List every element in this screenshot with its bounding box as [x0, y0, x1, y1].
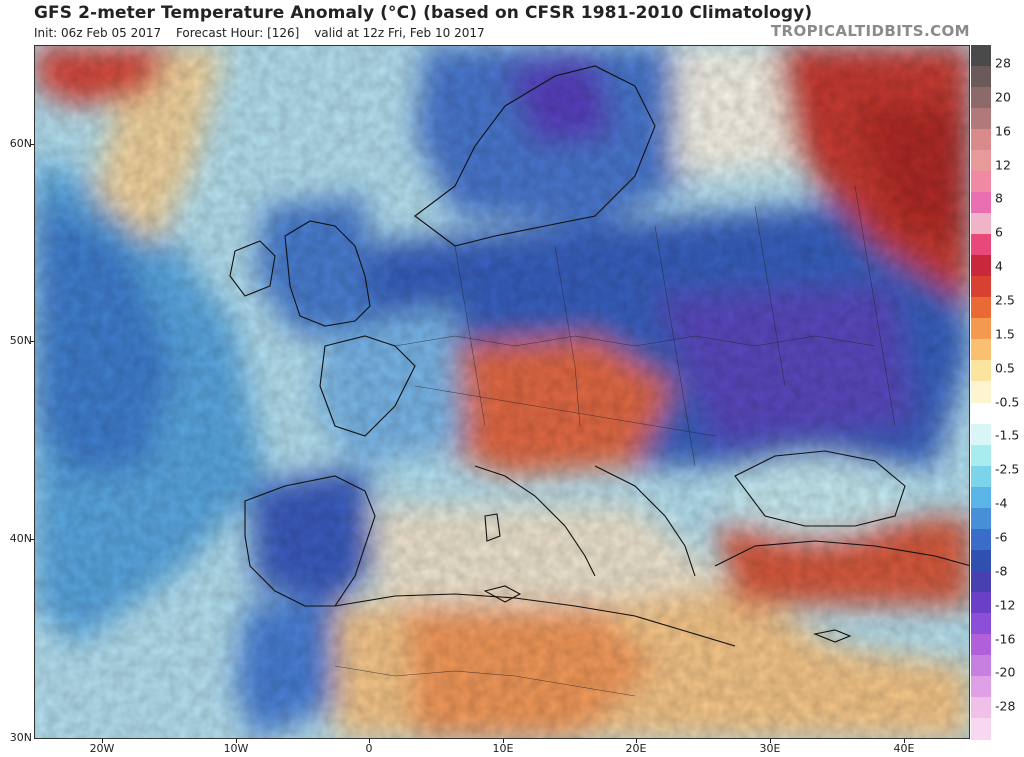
lon-label-30e: 30E: [759, 742, 781, 755]
temperature-anomaly-map: [34, 45, 970, 739]
colorbar-segment: [971, 45, 991, 67]
lat-tick-60n: [30, 144, 34, 145]
lon-label-10w: 10W: [223, 742, 249, 755]
chart-title: GFS 2-meter Temperature Anomaly (°C) (ba…: [34, 3, 813, 23]
colorbar-label: -4: [995, 495, 1008, 511]
colorbar-segment: [971, 696, 991, 719]
lat-label-50n: 50N: [9, 334, 32, 347]
lon-tick-20w: [102, 739, 103, 743]
colorbar-segment: [971, 129, 991, 151]
colorbar-label: -8: [995, 563, 1008, 579]
colorbar-segment: [971, 108, 991, 130]
lon-label-0: 0: [365, 742, 373, 755]
colorbar-segment: [971, 360, 991, 383]
colorbar-segment: [971, 255, 991, 277]
colorbar: [971, 45, 991, 740]
colorbar-segment: [971, 318, 991, 341]
colorbar-label: 16: [995, 123, 1011, 139]
colorbar-segment: [971, 150, 991, 172]
lat-label-30n: 30N: [9, 731, 32, 744]
colorbar-segment: [971, 423, 991, 446]
colorbar-segment: [971, 381, 991, 404]
colorbar-label: 8: [995, 190, 1003, 206]
colorbar-segment: [971, 297, 991, 319]
lon-tick-40e: [904, 739, 905, 743]
colorbar-label: 0.5: [995, 360, 1015, 376]
colorbar-segment: [971, 213, 991, 235]
lat-label-40n: 40N: [9, 532, 32, 545]
colorbar-label: -6: [995, 529, 1008, 545]
colorbar-segment: [971, 276, 991, 298]
colorbar-segment: [971, 486, 991, 509]
map-graphic: [35, 46, 969, 738]
lon-label-10e: 10E: [492, 742, 514, 755]
lon-tick-10e: [503, 739, 504, 743]
colorbar-segment: [971, 402, 991, 425]
colorbar-segment: [971, 171, 991, 193]
lon-tick-0: [369, 739, 370, 743]
colorbar-label: -1.5: [995, 427, 1020, 443]
lon-tick-30e: [770, 739, 771, 743]
lon-label-20e: 20E: [625, 742, 647, 755]
lat-tick-40n: [30, 539, 34, 540]
colorbar-label: -12: [995, 597, 1016, 613]
valid-time: valid at 12z Fri, Feb 10 2017: [314, 26, 485, 40]
colorbar-segment: [971, 633, 991, 656]
colorbar-segment: [971, 528, 991, 551]
lon-label-20w: 20W: [89, 742, 115, 755]
lat-label-60n: 60N: [9, 137, 32, 150]
forecast-hour: Forecast Hour: [126]: [175, 26, 300, 40]
colorbar-label: 20: [995, 89, 1011, 105]
colorbar-label: -20: [995, 664, 1016, 680]
init-time: Init: 06z Feb 05 2017: [34, 26, 162, 40]
colorbar-segment: [971, 570, 991, 593]
lon-tick-20e: [636, 739, 637, 743]
colorbar-segment: [971, 549, 991, 572]
colorbar-label: -0.5: [995, 394, 1020, 410]
colorbar-segment: [971, 591, 991, 614]
colorbar-segment: [971, 612, 991, 635]
country-borders: [334, 185, 896, 697]
forecast-info: Init: 06z Feb 05 2017 Forecast Hour: [12…: [34, 26, 496, 40]
colorbar-segment: [971, 192, 991, 214]
colorbar-label: -2.5: [995, 461, 1020, 477]
coastlines: [229, 65, 969, 647]
colorbar-segment: [971, 675, 991, 698]
colorbar-label: 6: [995, 224, 1003, 240]
colorbar-segment: [971, 444, 991, 467]
colorbar-segment: [971, 87, 991, 109]
colorbar-label: -28: [995, 698, 1016, 714]
lon-label-40e: 40E: [893, 742, 915, 755]
colorbar-label: 4: [995, 258, 1003, 274]
colorbar-segment: [971, 66, 991, 88]
colorbar-label: 1.5: [995, 326, 1015, 342]
colorbar-label: 28: [995, 55, 1011, 71]
colorbar-label: 2.5: [995, 292, 1015, 308]
site-watermark: TROPICALTIDBITS.COM: [770, 22, 970, 40]
lat-tick-50n: [30, 341, 34, 342]
colorbar-segment: [971, 654, 991, 677]
colorbar-segment: [971, 507, 991, 530]
colorbar-label: 12: [995, 157, 1011, 173]
colorbar-segment: [971, 234, 991, 256]
lon-tick-10w: [236, 739, 237, 743]
colorbar-label: -16: [995, 631, 1016, 646]
colorbar-segment: [971, 465, 991, 488]
colorbar-segment: [971, 717, 991, 740]
colorbar-segment: [971, 339, 991, 362]
